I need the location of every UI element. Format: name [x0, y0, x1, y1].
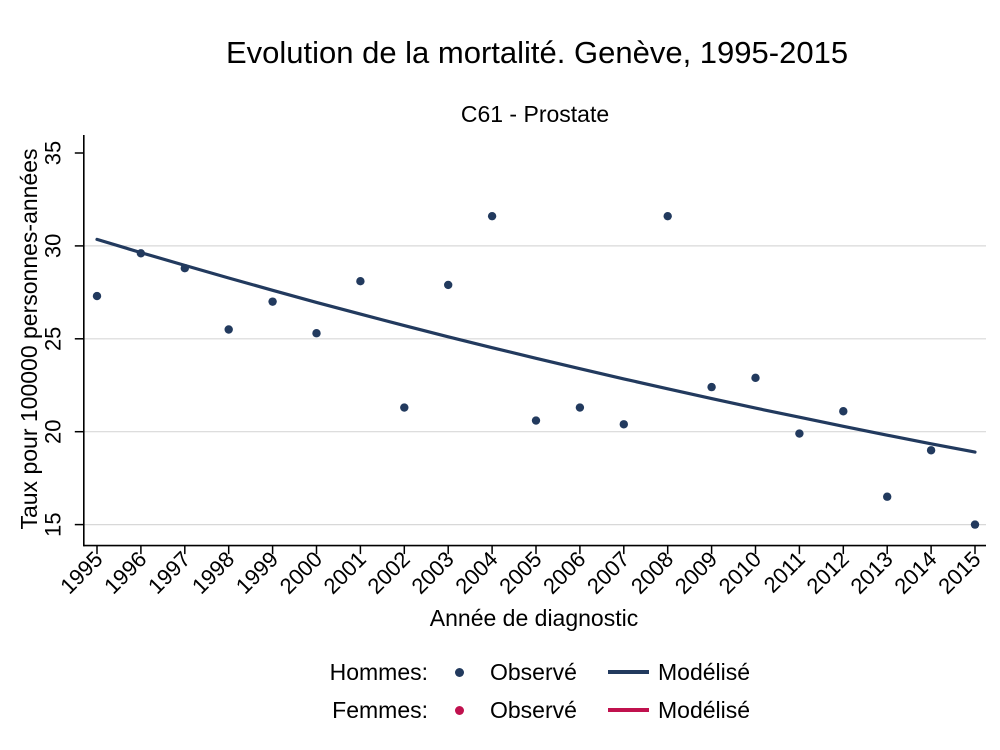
x-tick-label: 2006 — [538, 546, 590, 598]
legend-femmes-observed-swatch — [428, 705, 490, 715]
model-line — [95, 237, 977, 454]
legend: Hommes: Observé Modélisé Femmes: Observé… — [308, 653, 750, 729]
x-axis-label: Année de diagnostic — [430, 605, 638, 631]
legend-group-label-femmes: Femmes: — [332, 696, 428, 723]
observed-point — [795, 429, 804, 438]
x-tick-label: 2011 — [759, 546, 810, 597]
x-tick-label: 2002 — [363, 546, 415, 598]
y-tick-label: 25 — [41, 327, 66, 351]
chart-title: Evolution de la mortalité. Genève, 1995-… — [225, 35, 849, 70]
x-tick-label: 2013 — [845, 546, 897, 598]
x-tick-label: 1997 — [143, 546, 195, 598]
y-axis-label: Taux pour 100000 personnes-années — [16, 148, 42, 529]
x-tick-label: 2007 — [582, 546, 634, 598]
observed-point — [312, 329, 321, 338]
observed-point — [751, 373, 760, 383]
observed-point — [400, 403, 409, 412]
observed-point — [92, 291, 102, 301]
observed-point — [839, 407, 848, 416]
y-tick-label: 20 — [41, 419, 66, 443]
x-tick-label: 2004 — [450, 546, 502, 598]
x-tick-label: 2008 — [626, 546, 678, 598]
observed-point — [883, 492, 892, 501]
y-tick-label: 30 — [41, 234, 66, 258]
legend-hommes-observed-swatch — [428, 667, 490, 677]
observed-point — [444, 280, 453, 290]
observed-point — [707, 382, 716, 392]
modeled-line-icon — [607, 670, 649, 674]
x-tick-label: 1996 — [99, 546, 151, 598]
legend-femmes-observed-label: Observé — [490, 696, 577, 723]
legend-femmes-modeled-swatch — [598, 708, 658, 712]
x-tick-label: 2014 — [889, 546, 941, 598]
x-tick-label: 1999 — [231, 546, 283, 598]
x-tick-label: 2003 — [406, 546, 458, 598]
x-tick-label: 2012 — [802, 546, 854, 598]
legend-hommes-observed-label: Observé — [490, 658, 577, 685]
x-tick-label: 2015 — [933, 546, 985, 598]
observed-point — [531, 416, 541, 425]
y-tick-label: 15 — [41, 512, 66, 536]
observed-point — [619, 420, 628, 429]
observed-dot-icon — [454, 667, 464, 677]
legend-hommes-modeled-label: Modélisé — [658, 658, 751, 685]
x-tick-label: 2010 — [714, 546, 766, 598]
observed-point — [268, 297, 277, 306]
modeled-line-icon — [607, 708, 649, 712]
legend-femmes-modeled-label: Modélisé — [658, 696, 751, 723]
x-tick-label: 2009 — [670, 546, 722, 598]
observed-point — [970, 520, 980, 529]
x-tick-label: 1998 — [187, 546, 239, 598]
legend-group-label-hommes: Hommes: — [329, 658, 428, 685]
observed-point — [224, 325, 233, 334]
observed-dot-icon — [454, 705, 464, 715]
x-tick-label: 2005 — [494, 546, 546, 598]
observed-point — [356, 277, 365, 286]
y-tick-label: 35 — [41, 141, 66, 165]
x-tick-label: 2000 — [275, 546, 327, 598]
observed-point — [926, 446, 936, 455]
legend-hommes-modeled-swatch — [598, 670, 658, 674]
chart-subtitle: C61 - Prostate — [460, 101, 610, 127]
observed-point — [575, 403, 585, 412]
x-tick-label: 2001 — [319, 546, 371, 598]
observed-point — [487, 211, 497, 221]
x-tick-label: 1995 — [55, 546, 107, 598]
observed-point — [663, 211, 672, 221]
